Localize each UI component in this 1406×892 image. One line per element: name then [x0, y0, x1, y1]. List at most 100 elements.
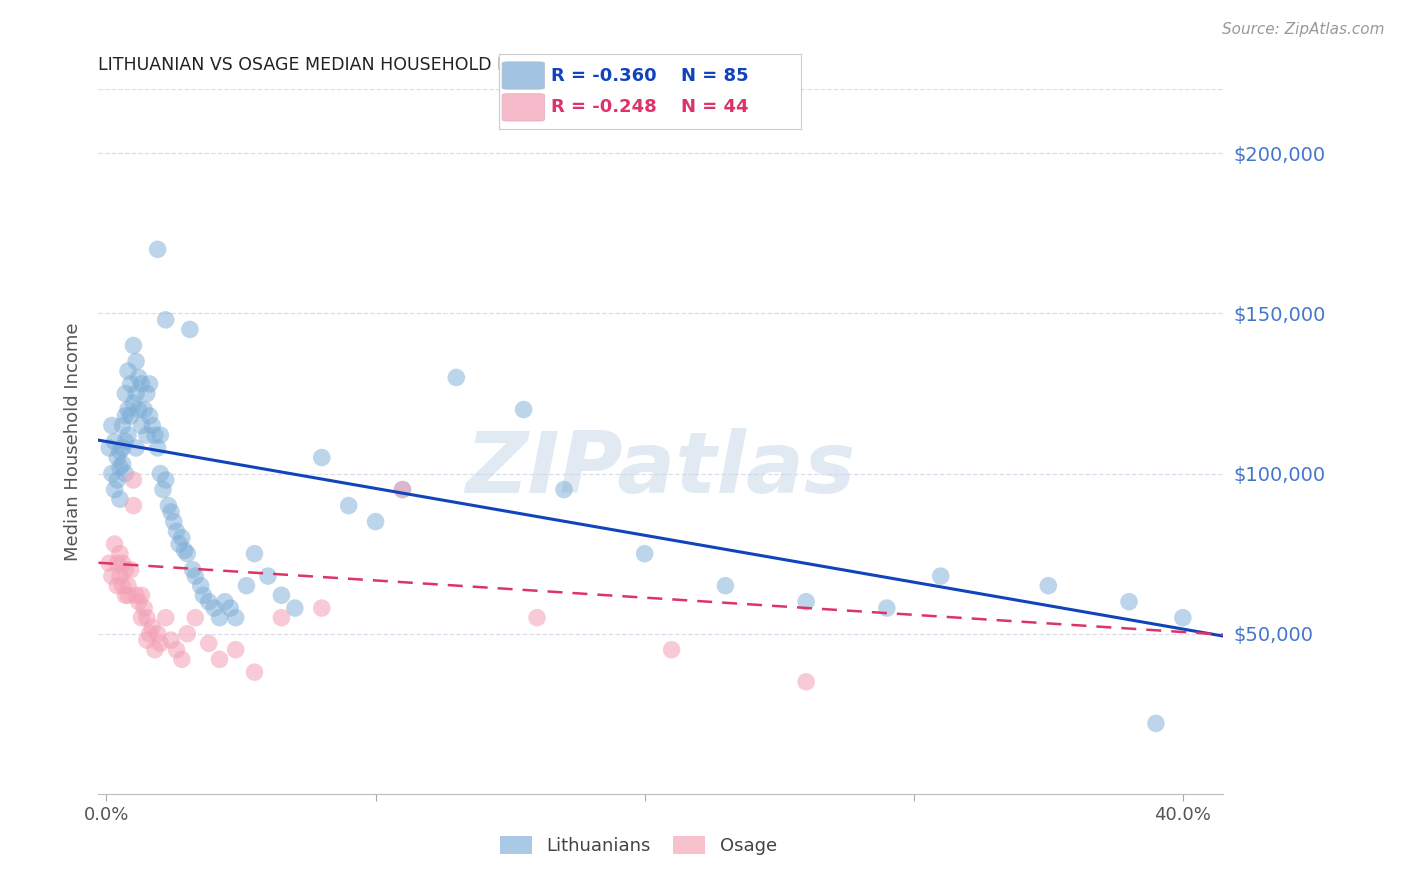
Point: [122, 499, 145, 513]
Point: [134, 402, 156, 417]
Point: [794, 674, 817, 689]
Point: [208, 610, 231, 624]
Point: [1171, 610, 1194, 624]
Point: [149, 636, 172, 650]
Point: [152, 483, 174, 497]
Point: [311, 601, 333, 615]
Point: [634, 547, 657, 561]
Point: [117, 402, 139, 417]
Point: [108, 547, 131, 561]
Point: [125, 386, 148, 401]
Point: [184, 569, 207, 583]
Text: Source: ZipAtlas.com: Source: ZipAtlas.com: [1222, 22, 1385, 37]
Point: [141, 620, 163, 634]
Point: [108, 444, 131, 458]
Point: [117, 588, 139, 602]
Text: N = 44: N = 44: [681, 98, 748, 116]
Point: [111, 579, 134, 593]
Point: [446, 370, 468, 384]
Point: [160, 633, 183, 648]
Point: [101, 569, 124, 583]
Point: [114, 588, 136, 602]
Point: [122, 396, 145, 410]
Point: [193, 588, 215, 602]
Point: [876, 601, 898, 615]
Point: [122, 473, 145, 487]
Point: [391, 483, 413, 497]
Point: [98, 556, 121, 570]
Point: [105, 579, 128, 593]
Point: [117, 579, 139, 593]
Point: [219, 601, 242, 615]
Point: [128, 402, 150, 417]
Point: [197, 595, 219, 609]
Point: [143, 642, 166, 657]
Point: [181, 563, 204, 577]
Point: [364, 515, 387, 529]
Point: [128, 370, 150, 384]
Point: [120, 376, 142, 391]
Point: [131, 588, 153, 602]
Point: [117, 428, 139, 442]
Point: [125, 588, 148, 602]
Point: [197, 636, 219, 650]
Point: [131, 610, 153, 624]
Point: [155, 313, 177, 327]
Legend: Lithuanians, Osage: Lithuanians, Osage: [492, 829, 785, 863]
Text: ZIPatlas: ZIPatlas: [465, 428, 856, 511]
Point: [105, 473, 128, 487]
Point: [108, 569, 131, 583]
Point: [149, 467, 172, 481]
Point: [167, 537, 190, 551]
Point: [111, 441, 134, 455]
Point: [114, 409, 136, 423]
Point: [111, 457, 134, 471]
Point: [1118, 595, 1140, 609]
Point: [163, 515, 186, 529]
Point: [337, 499, 360, 513]
Point: [155, 610, 177, 624]
Point: [138, 409, 160, 423]
Point: [526, 610, 548, 624]
Point: [131, 418, 153, 433]
Point: [101, 467, 124, 481]
FancyBboxPatch shape: [502, 94, 544, 121]
Point: [155, 473, 177, 487]
Point: [108, 492, 131, 507]
Point: [184, 610, 207, 624]
Point: [114, 467, 136, 481]
Point: [160, 505, 183, 519]
Point: [98, 441, 121, 455]
Point: [714, 579, 737, 593]
Point: [105, 556, 128, 570]
Point: [170, 531, 193, 545]
Text: R = -0.360: R = -0.360: [551, 67, 657, 85]
Point: [176, 547, 198, 561]
Point: [125, 354, 148, 368]
Point: [270, 588, 292, 602]
Point: [103, 483, 125, 497]
Point: [125, 441, 148, 455]
Point: [311, 450, 333, 465]
Point: [120, 563, 142, 577]
Point: [225, 610, 247, 624]
Point: [135, 633, 157, 648]
Point: [243, 665, 266, 680]
FancyBboxPatch shape: [502, 62, 544, 89]
Point: [117, 364, 139, 378]
Point: [166, 524, 188, 539]
Point: [235, 579, 257, 593]
Point: [176, 626, 198, 640]
Point: [114, 386, 136, 401]
Y-axis label: Median Household Income: Median Household Income: [63, 322, 82, 561]
Point: [661, 642, 683, 657]
Point: [257, 569, 280, 583]
Point: [135, 386, 157, 401]
Point: [111, 418, 134, 433]
Point: [166, 642, 188, 657]
Point: [391, 483, 413, 497]
Point: [214, 595, 236, 609]
Point: [190, 579, 212, 593]
Point: [101, 418, 124, 433]
Point: [103, 537, 125, 551]
